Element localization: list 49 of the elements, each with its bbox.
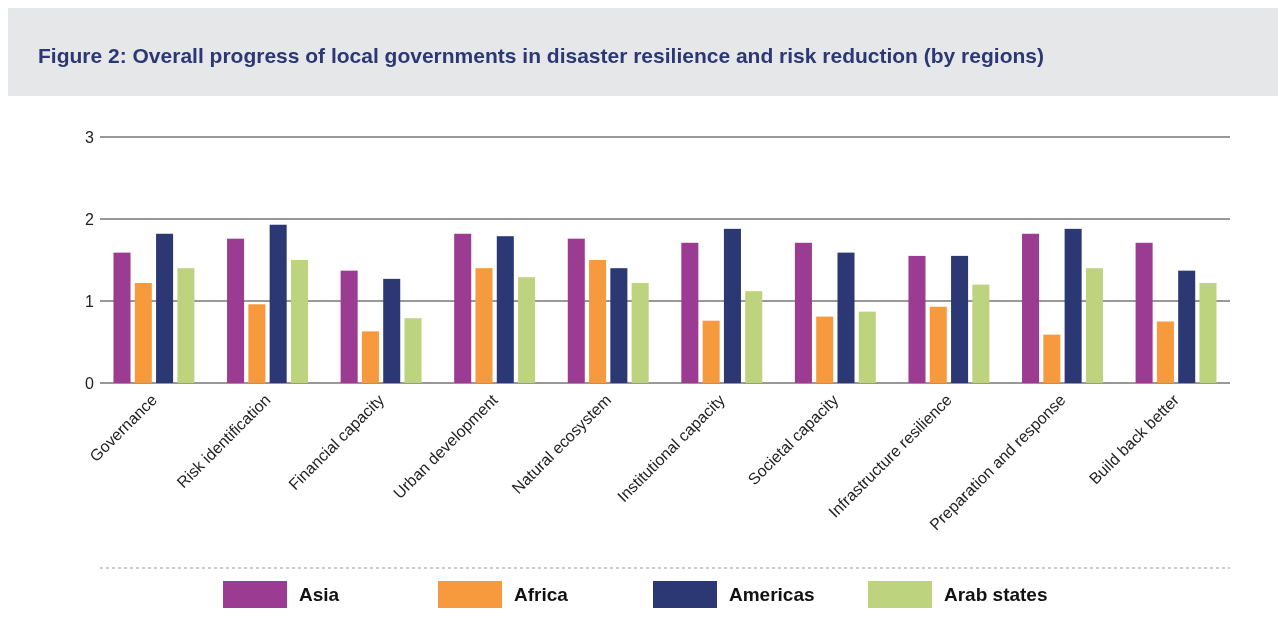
bar [496, 236, 514, 383]
bar [227, 238, 245, 383]
bar [908, 255, 926, 383]
bar [290, 260, 308, 383]
bar [475, 268, 493, 383]
bar [134, 282, 152, 383]
y-tick-label: 1 [85, 292, 95, 310]
bar [858, 311, 876, 383]
bar [156, 233, 174, 383]
bar [816, 316, 834, 383]
y-tick-label: 3 [85, 128, 95, 146]
y-tick-label: 2 [85, 210, 95, 228]
bar [1199, 282, 1217, 383]
bar [1022, 233, 1040, 383]
bar [745, 291, 763, 383]
bar [248, 304, 266, 383]
bar [404, 318, 422, 383]
bar [269, 224, 287, 383]
bar [518, 277, 536, 383]
bar [1043, 334, 1061, 383]
bar [383, 278, 401, 383]
bar [567, 238, 585, 383]
bar [929, 306, 947, 383]
bar [610, 268, 628, 383]
bar [113, 252, 131, 383]
chart-title: Figure 2: Overall progress of local governments in disaster resilience and risk reduction (by regions) [38, 44, 1044, 67]
legend-label: Asia [299, 584, 340, 605]
bar [631, 282, 649, 383]
legend-label: Arab states [944, 584, 1048, 605]
bar [454, 233, 472, 383]
bar [794, 242, 812, 383]
bar [972, 284, 990, 383]
legend-label: Africa [514, 584, 569, 605]
bar [340, 270, 358, 383]
bar [1156, 321, 1174, 383]
bar [1135, 242, 1153, 383]
bar [837, 252, 855, 383]
bar [361, 331, 379, 383]
bar [702, 320, 720, 383]
bar [681, 242, 699, 383]
y-tick-label: 0 [85, 374, 95, 392]
bar [723, 228, 741, 383]
legend-label: Americas [729, 584, 815, 605]
bar [589, 260, 607, 383]
bar [177, 268, 195, 383]
bar [1064, 228, 1082, 383]
bar [1178, 270, 1196, 383]
bar [951, 255, 969, 383]
bar [1085, 268, 1103, 383]
